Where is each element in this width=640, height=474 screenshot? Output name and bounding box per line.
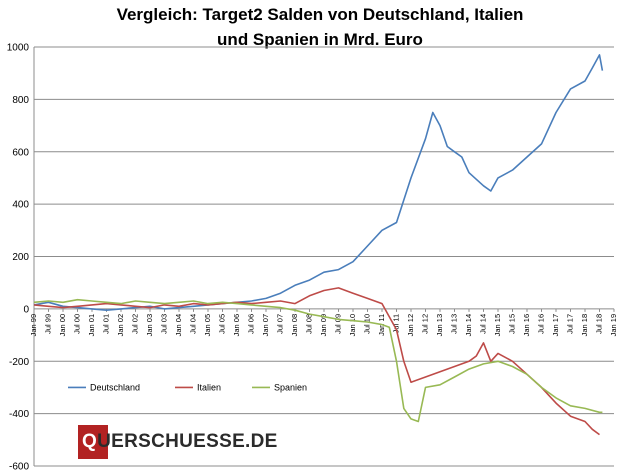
x-tick-label: Jul 12 (421, 314, 430, 334)
y-axis-ticks: 1000 800 600 400 200 0 -200 -400 -600 (7, 43, 30, 473)
x-tick-label: Jul 18 (595, 314, 604, 334)
chart-title: Vergleich: Target2 Salden von Deutschlan… (0, 2, 640, 52)
series-line-deutschland (33, 54, 604, 311)
y-tick-label: -200 (9, 357, 29, 368)
x-tick-label: Jan 09 (319, 314, 328, 337)
y-tick-label: 1000 (7, 43, 30, 54)
y-tick-label: 0 (23, 304, 29, 315)
x-tick-label: Jan 05 (203, 314, 212, 337)
series-line-spanien (33, 298, 603, 423)
axes (33, 47, 615, 466)
x-tick-label: Jul 14 (479, 314, 488, 334)
chart-title-line-1: Vergleich: Target2 Salden von Deutschlan… (116, 5, 524, 24)
x-tick-label: Jan 10 (348, 314, 357, 337)
y-tick-label: 400 (12, 200, 29, 211)
x-tick-label: Jan 07 (261, 314, 270, 337)
y-tick-label: 200 (12, 252, 29, 263)
x-tick-label: Jul 99 (44, 314, 53, 334)
x-tick-label: Jul 01 (102, 314, 111, 334)
y-tick-label: 600 (12, 147, 29, 158)
y-tick-label: -600 (9, 462, 29, 473)
x-tick-label: Jul 16 (537, 314, 546, 334)
x-tick-label: Jan 08 (290, 314, 299, 337)
x-axis-ticks: Jan 99 Jul 99 Jan 00 Jul 00 Jan 01 Jul 01 Jan … (29, 314, 618, 337)
x-tick-label: Jan 12 (406, 314, 415, 337)
legend-label-spanien: Spanien (274, 382, 307, 392)
x-tick-label: Jan 18 (580, 314, 589, 337)
watermark-rest: UERSCHUESSE.DE (97, 431, 278, 452)
x-tick-label: Jan 17 (551, 314, 560, 337)
x-tick-label: Jul 02 (131, 314, 140, 334)
x-tick-label: Jan 06 (232, 314, 241, 337)
logo-red-box (78, 425, 108, 459)
series-lines (33, 54, 604, 436)
y-tick-label: -400 (9, 409, 29, 420)
x-tick-label: Jul 17 (566, 314, 575, 334)
legend-label-deutschland: Deutschland (90, 382, 140, 392)
x-tick-label: Jan 19 (609, 314, 618, 337)
x-tick-label: Jan 99 (29, 314, 38, 337)
series-line-italien (33, 287, 600, 436)
watermark-text: QUERSCHUESSE.DE (82, 431, 278, 453)
x-tick-label: Jan 03 (145, 314, 154, 337)
x-tick-label: Jan 04 (174, 314, 183, 337)
x-tick-label: Jan 02 (116, 314, 125, 337)
x-tick-label: Jan 00 (58, 314, 67, 337)
x-tick-label: Jul 13 (450, 314, 459, 334)
gridlines (34, 46, 614, 467)
x-tick-label: Jul 05 (218, 314, 227, 334)
legend-label-italien: Italien (197, 382, 221, 392)
chart-title-line-2: und Spanien in Mrd. Euro (217, 30, 423, 49)
x-tick-label: Jul 15 (508, 314, 517, 334)
x-tick-label: Jan 13 (435, 314, 444, 337)
x-tick-label: Jul 07 (276, 314, 285, 334)
x-tick-label: Jul 00 (73, 314, 82, 334)
x-tick-label: Jul 08 (305, 314, 314, 334)
x-tick-label: Jul 09 (334, 314, 343, 334)
x-tick-label: Jan 15 (493, 314, 502, 337)
x-tick-label: Jul 11 (392, 314, 401, 333)
y-tick-label: 800 (12, 95, 29, 106)
legend: Deutschland Italien Spanien (68, 382, 307, 392)
x-tick-label: Jan 01 (87, 314, 96, 337)
x-tick-label: Jul 10 (363, 314, 372, 334)
watermark-initial: Q (82, 431, 98, 452)
x-tick-label: Jan 14 (464, 314, 473, 337)
x-tick-label: Jan 16 (522, 314, 531, 337)
x-tick-label: Jul 04 (189, 314, 198, 334)
x-tick-label: Jul 06 (247, 314, 256, 334)
x-tick-label: Jul 03 (160, 314, 169, 334)
